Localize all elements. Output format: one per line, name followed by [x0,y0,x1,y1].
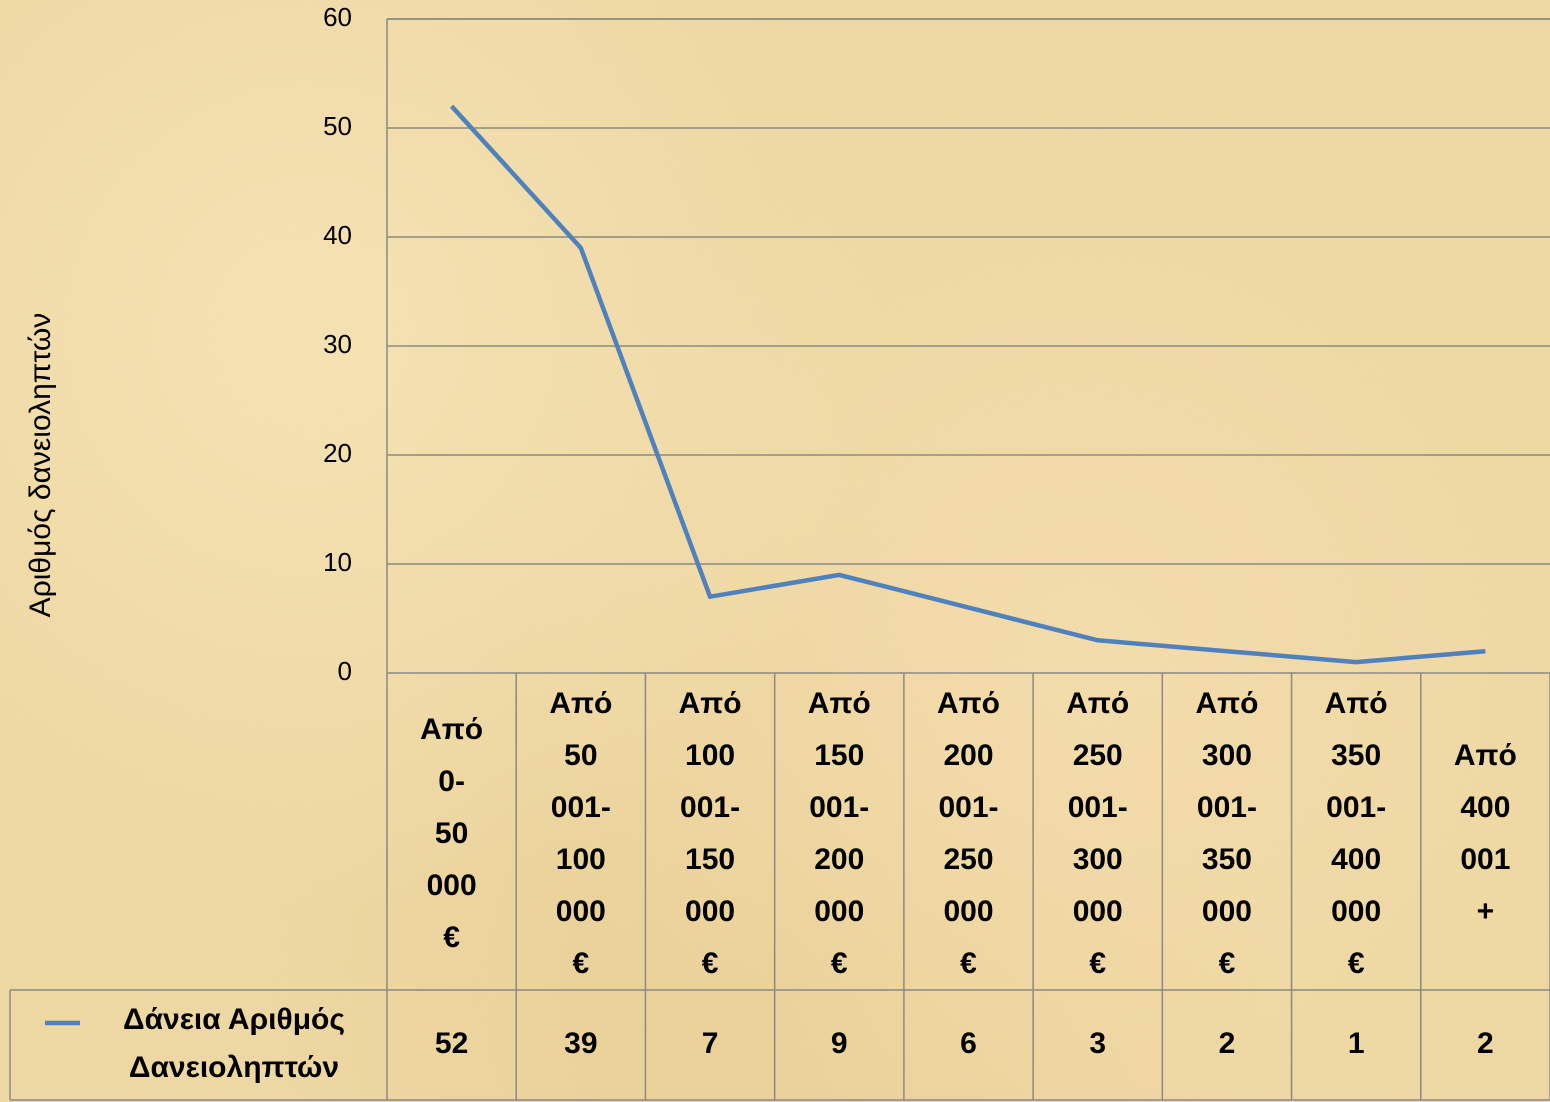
y-axis-title: Αριθμός δανειοληπτών [24,313,57,618]
table-value: 6 [960,1027,977,1060]
table-value: 2 [1219,1027,1236,1060]
x-tick-label: Από 350 001-400 000 € [1325,687,1388,980]
y-tick-label: 30 [323,329,352,359]
x-tick-label: Από 150 001-200 000 € [808,687,871,980]
y-tick-label: 0 [338,656,352,686]
x-tick-label: Από 200 001-250 000 € [937,687,1000,980]
y-tick-label: 20 [323,438,352,468]
y-tick-label: 60 [323,2,352,32]
table-value: 9 [831,1027,848,1060]
table-value: 52 [435,1027,468,1060]
y-tick-label: 50 [323,111,352,141]
table-value: 39 [564,1027,597,1060]
x-tick-label: Από 100 001-150 000 € [679,687,742,980]
x-tick-label: Από 50 001-100 000 € [549,687,612,980]
table-value: 2 [1477,1027,1494,1060]
x-tick-label: Από 300 001-350 000 € [1195,687,1258,980]
x-tick-label: Από 0-50 000 € [420,713,483,954]
y-tick-label: 10 [323,547,352,577]
x-tick-label: Από 400 001 + [1454,739,1517,928]
x-tick-label: Από 250 001-300 000 € [1066,687,1129,980]
table-value: 7 [702,1027,719,1060]
legend-label: Δάνεια Αριθμός Δανειοληπτών [123,1003,345,1084]
series-line [449,104,1486,665]
table-value: 1 [1348,1027,1365,1060]
y-tick-label: 40 [323,220,352,250]
table-value: 3 [1089,1027,1106,1060]
